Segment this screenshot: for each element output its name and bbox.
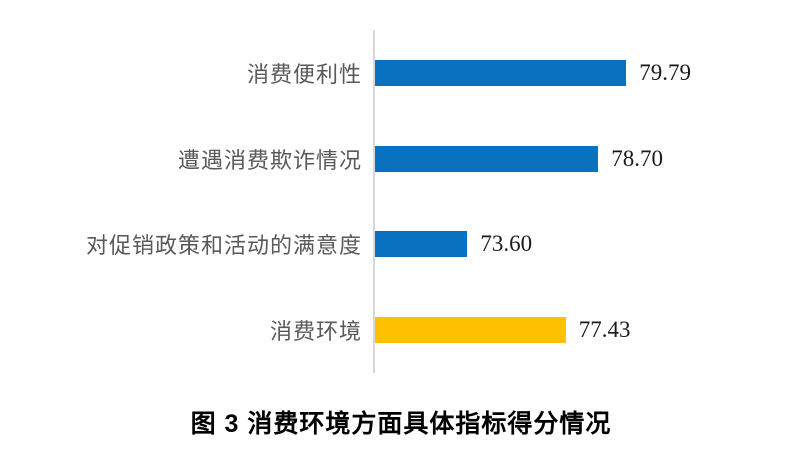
value-bar bbox=[375, 59, 627, 86]
category-axis-line bbox=[373, 30, 375, 373]
bar-row: 遭遇消费欺诈情况 78.70 bbox=[0, 116, 802, 202]
category-label: 遭遇消费欺诈情况 bbox=[177, 147, 362, 173]
bar-row: 消费便利性 79.79 bbox=[0, 30, 802, 116]
value-label: 79.79 bbox=[639, 59, 692, 85]
value-bar bbox=[375, 145, 599, 172]
bar-row: 对促销政策和活动的满意度 73.60 bbox=[0, 202, 802, 288]
category-label: 消费环境 bbox=[269, 319, 362, 345]
bar-row: 消费环境 77.43 bbox=[0, 287, 802, 373]
category-label: 对促销政策和活动的满意度 bbox=[85, 233, 362, 259]
value-bar bbox=[375, 231, 468, 258]
plot-area: 消费便利性 79.79 遭遇消费欺诈情况 78.70 对促销政策和活动的满意度 … bbox=[0, 30, 802, 373]
value-label: 73.60 bbox=[480, 231, 533, 257]
chart-caption: 图 3 消费环境方面具体指标得分情况 bbox=[190, 410, 612, 438]
value-label: 78.70 bbox=[611, 145, 664, 171]
value-bar bbox=[375, 317, 566, 344]
value-label: 77.43 bbox=[578, 317, 631, 343]
category-label: 消费便利性 bbox=[246, 61, 362, 87]
